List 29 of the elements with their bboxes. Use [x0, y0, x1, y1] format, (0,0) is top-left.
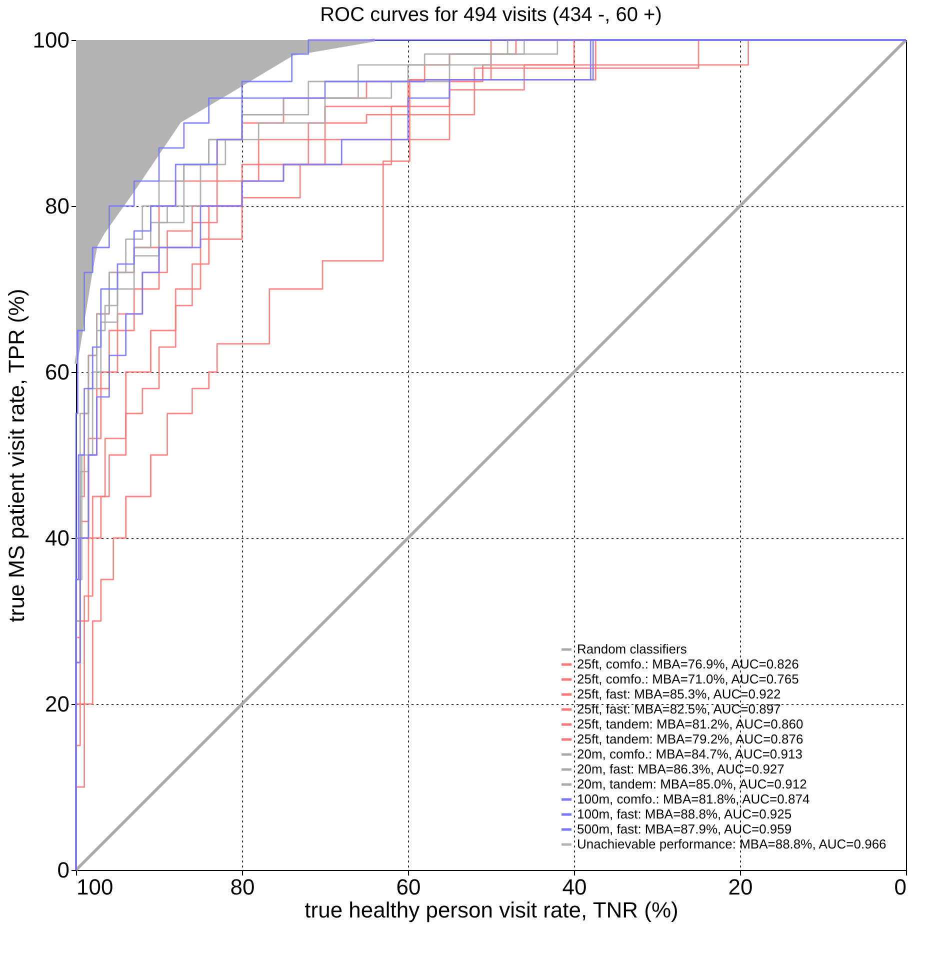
legend-label: 500m, fast: MBA=87.9%, AUC=0.959	[577, 822, 792, 836]
legend-label: 25ft, fast: MBA=85.3%, AUC=0.922	[577, 686, 781, 702]
x-tick-label: 0	[894, 874, 906, 900]
y-tick-label: 100	[32, 28, 70, 52]
legend-label: 25ft, fast: MBA=82.5%, AUC=0.897	[577, 702, 781, 716]
y-tick-label: 20	[45, 692, 70, 716]
x-tick-label: 20	[728, 874, 753, 900]
legend-label: 100m, fast: MBA=88.8%, AUC=0.925	[577, 806, 792, 822]
legend-label: 25ft, tandem: MBA=81.2%, AUC=0.860	[577, 716, 804, 732]
legend-label: Unachievable performance: MBA=88.8%, AUC=0.966	[577, 836, 886, 852]
chart-title: ROC curves for 494 visits (434 -, 60 +)	[320, 4, 662, 26]
x-tick-label: 60	[396, 874, 421, 900]
x-tick-label: 100	[76, 874, 114, 900]
legend-label: 100m, comfo.: MBA=81.8%, AUC=0.874	[577, 792, 810, 806]
x-tick-label: 40	[562, 874, 587, 900]
y-tick-label: 40	[45, 526, 70, 550]
legend-label: 20m, comfo.: MBA=84.7%, AUC=0.913	[577, 746, 802, 762]
y-tick-label: 60	[45, 360, 70, 384]
x-axis-title: true healthy person visit rate, TNR (%)	[304, 898, 678, 922]
legend-label: 25ft, comfo.: MBA=76.9%, AUC=0.826	[577, 656, 799, 672]
y-tick-label: 0	[57, 858, 70, 882]
legend-label: Random classifiers	[577, 642, 688, 656]
legend-label: 20m, tandem: MBA=85.0%, AUC=0.912	[577, 776, 807, 792]
legend-label: 25ft, tandem: MBA=79.2%, AUC=0.876	[577, 732, 804, 746]
legend-label: 20m, fast: MBA=86.3%, AUC=0.927	[577, 762, 784, 776]
x-tick-label: 80	[230, 874, 255, 900]
y-tick-label: 80	[45, 194, 70, 218]
legend-label: 25ft, comfo.: MBA=71.0%, AUC=0.765	[577, 672, 799, 686]
y-axis-title: true MS patient visit rate, TPR (%)	[4, 288, 29, 622]
